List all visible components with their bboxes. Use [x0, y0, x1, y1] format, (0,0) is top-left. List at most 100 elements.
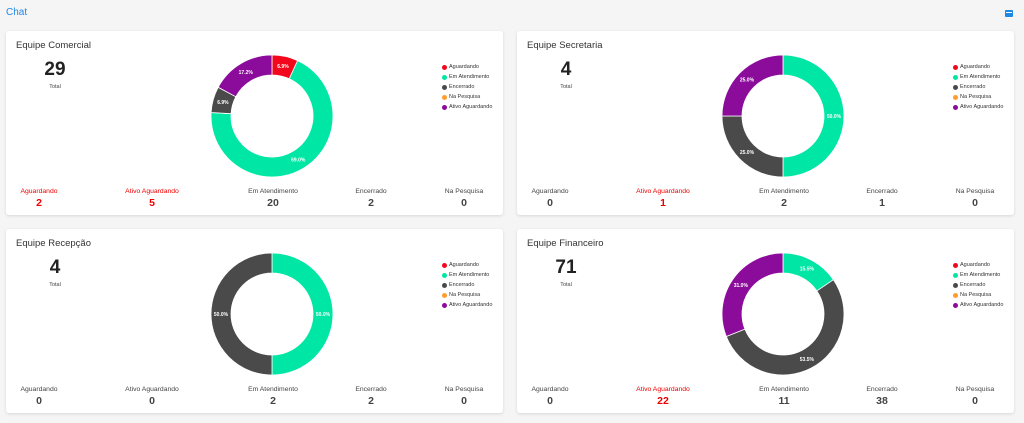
stat-na-pesquisa: Na Pesquisa 0: [419, 386, 509, 407]
chart-legend: Aguardando Em Atendimento Encerrado Na Pesq…: [953, 62, 1003, 112]
legend-dot-icon: [442, 104, 447, 110]
legend-label: Em Atendimento: [960, 272, 1001, 278]
slice-label: 69.0%: [291, 158, 306, 164]
slice-label: 50.0%: [214, 312, 229, 318]
stat-em-atendimento: Em Atendimento 2: [228, 386, 318, 407]
slice-label: 25.0%: [740, 78, 755, 84]
stat-em-atendimento: Em Atendimento 20: [228, 188, 318, 209]
legend-label: Aguardando: [960, 64, 990, 70]
legend-item-em-atendimento[interactable]: Em Atendimento: [442, 72, 492, 82]
page-title: Chat: [6, 7, 28, 18]
stat-label: Em Atendimento: [248, 188, 298, 195]
stat-value: 0: [547, 395, 553, 407]
stat-value: 2: [781, 197, 787, 209]
legend-dot-icon: [953, 282, 958, 288]
donut-chart: 50.0% 50.0%: [210, 252, 334, 376]
stat-value: 11: [778, 395, 790, 407]
legend-item-na-pesquisa[interactable]: Na Pesquisa: [953, 92, 1003, 102]
legend-label: Em Atendimento: [449, 74, 490, 80]
legend-dot-icon: [953, 272, 958, 278]
legend-dot-icon: [953, 84, 958, 90]
slice-em-atendimento[interactable]: [782, 54, 845, 178]
stat-label: Encerrado: [866, 386, 898, 393]
legend-label: Na Pesquisa: [960, 94, 992, 100]
legend-item-em-atendimento[interactable]: Em Atendimento: [953, 270, 1003, 280]
legend-item-aguardando[interactable]: Aguardando: [442, 260, 492, 270]
stat-ativo-aguardando: Ativo Aguardando 0: [107, 386, 197, 407]
legend-item-aguardando[interactable]: Aguardando: [442, 62, 492, 72]
legend-item-encerrado[interactable]: Encerrado: [442, 82, 492, 92]
legend-item-encerrado[interactable]: Encerrado: [953, 82, 1003, 92]
chart-legend: Aguardando Em Atendimento Encerrado Na Pesq…: [442, 260, 492, 310]
stat-label: Ativo Aguardando: [636, 386, 690, 393]
legend-item-ativo-aguardando[interactable]: Ativo Aguardando: [953, 102, 1003, 112]
legend-label: Aguardando: [449, 64, 479, 70]
legend-dot-icon: [953, 74, 958, 80]
legend-dot-icon: [953, 64, 958, 70]
legend-dot-icon: [442, 84, 447, 90]
slice-label: 15.5%: [800, 267, 815, 273]
legend-item-aguardando[interactable]: Aguardando: [953, 260, 1003, 270]
slice-encerrado[interactable]: [721, 115, 784, 178]
stat-value: 0: [972, 395, 978, 407]
legend-dot-icon: [953, 292, 958, 298]
legend-item-ativo-aguardando[interactable]: Ativo Aguardando: [442, 300, 492, 310]
legend-item-na-pesquisa[interactable]: Na Pesquisa: [953, 290, 1003, 300]
legend-item-encerrado[interactable]: Encerrado: [442, 280, 492, 290]
slice-label: 17.2%: [239, 70, 254, 76]
legend-label: Ativo Aguardando: [449, 302, 493, 308]
chart-legend: Aguardando Em Atendimento Encerrado Na Pesq…: [953, 260, 1003, 310]
slice-ativo-aguardando[interactable]: [721, 54, 784, 117]
panel-icon[interactable]: [1005, 10, 1013, 17]
stat-value: 2: [270, 395, 276, 407]
legend-label: Aguardando: [960, 262, 990, 268]
slice-encerrado[interactable]: [210, 252, 273, 376]
card-title: Equipe Financeiro: [527, 238, 604, 249]
legend-item-em-atendimento[interactable]: Em Atendimento: [442, 270, 492, 280]
stat-value: 0: [149, 395, 155, 407]
legend-label: Ativo Aguardando: [449, 104, 493, 110]
legend-item-na-pesquisa[interactable]: Na Pesquisa: [442, 290, 492, 300]
legend-label: Aguardando: [449, 262, 479, 268]
slice-label: 25.0%: [740, 150, 755, 156]
chart-legend: Aguardando Em Atendimento Encerrado Na Pesq…: [442, 62, 492, 112]
legend-label: Na Pesquisa: [449, 94, 481, 100]
legend-item-ativo-aguardando[interactable]: Ativo Aguardando: [953, 300, 1003, 310]
legend-dot-icon: [442, 262, 447, 268]
stat-aguardando: Aguardando 0: [0, 386, 84, 407]
legend-item-em-atendimento[interactable]: Em Atendimento: [953, 72, 1003, 82]
slice-encerrado[interactable]: [725, 279, 845, 376]
slice-label: 50.0%: [827, 114, 842, 120]
legend-dot-icon: [953, 302, 958, 308]
legend-item-na-pesquisa[interactable]: Na Pesquisa: [442, 92, 492, 102]
slice-ativo-aguardando[interactable]: [217, 54, 273, 98]
legend-dot-icon: [953, 262, 958, 268]
stat-value: 2: [368, 197, 374, 209]
legend-label: Em Atendimento: [449, 272, 490, 278]
stat-na-pesquisa: Na Pesquisa 0: [930, 188, 1020, 209]
slice-ativo-aguardando[interactable]: [721, 252, 784, 337]
status-counts: Aguardando 0 Ativo Aguardando 22 Em Atendime…: [517, 386, 1014, 412]
top-bar: Chat: [0, 0, 1024, 26]
stat-label: Em Atendimento: [248, 386, 298, 393]
slice-em-atendimento[interactable]: [271, 252, 334, 376]
stat-value: 0: [36, 395, 42, 407]
stat-value: 20: [267, 197, 279, 209]
total-label: Total: [560, 282, 572, 288]
legend-item-ativo-aguardando[interactable]: Ativo Aguardando: [442, 102, 492, 112]
legend-item-aguardando[interactable]: Aguardando: [953, 62, 1003, 72]
slice-em-atendimento[interactable]: [210, 60, 334, 178]
total-value: 29: [44, 59, 66, 80]
stat-encerrado: Encerrado 2: [326, 386, 416, 407]
stat-ativo-aguardando: Ativo Aguardando 22: [618, 386, 708, 407]
legend-item-encerrado[interactable]: Encerrado: [953, 280, 1003, 290]
stat-value: 0: [461, 197, 467, 209]
stat-label: Ativo Aguardando: [125, 188, 179, 195]
status-counts: Aguardando 0 Ativo Aguardando 1 Em Atendimen…: [517, 188, 1014, 214]
total-label: Total: [49, 84, 61, 90]
total-value: 4: [49, 257, 61, 278]
stat-encerrado: Encerrado 2: [326, 188, 416, 209]
stat-label: Na Pesquisa: [955, 188, 995, 195]
slice-label: 6.9%: [277, 64, 289, 70]
legend-dot-icon: [442, 74, 447, 80]
